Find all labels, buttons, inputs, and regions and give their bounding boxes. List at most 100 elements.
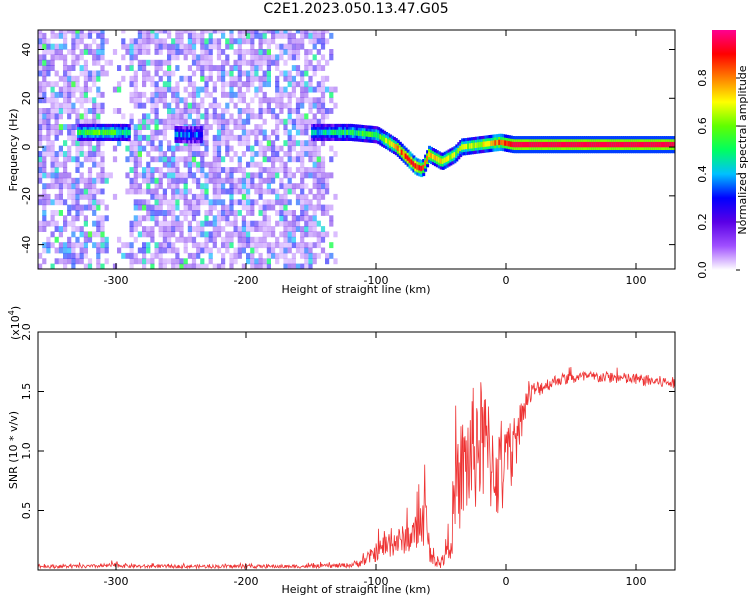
spectrogram-noise-cell — [171, 263, 176, 269]
spectrogram-noise-cell — [258, 102, 263, 109]
spectrogram-noise-cell — [154, 102, 159, 109]
spectrogram-noise-cell — [329, 49, 334, 55]
spectrogram-noise-cell — [295, 242, 301, 249]
spectrogram-noise-cell — [96, 54, 101, 61]
spectrogram-noise-cell — [208, 167, 213, 173]
spectrogram-noise-cell — [291, 124, 296, 130]
spectrogram-noise-cell — [300, 86, 305, 93]
spectrogram-noise-cell — [208, 247, 213, 254]
spectrogram-noise-cell — [254, 172, 259, 179]
spectrogram-noise-cell — [200, 258, 205, 265]
spectrogram-noise-cell — [196, 242, 201, 249]
spectrogram-ridge-cell — [334, 129, 338, 136]
spectrogram-noise-cell — [187, 167, 192, 173]
spectrogram-noise-cell — [200, 183, 205, 190]
spectrogram-noise-cell — [129, 49, 134, 55]
spectrogram-noise-cell — [275, 242, 280, 249]
spectrogram-ridge-cell — [630, 141, 634, 148]
spectrogram-noise-cell — [312, 231, 317, 238]
spectrogram-noise-cell — [125, 252, 130, 259]
spectrogram-noise-cell — [75, 183, 80, 190]
spectrogram-noise-cell — [175, 30, 180, 34]
spectrogram-noise-cell — [196, 252, 201, 259]
spectrogram-noise-cell — [54, 193, 59, 200]
spectrogram-noise-cell — [63, 263, 68, 269]
spectrogram-noise-cell — [312, 215, 317, 222]
spectrogram-noise-cell — [283, 183, 288, 190]
spectrogram-noise-cell — [92, 183, 97, 190]
spectrogram-noise-cell — [258, 43, 263, 50]
spectrogram-noise-cell — [54, 220, 59, 227]
spectrogram-noise-cell — [183, 49, 188, 55]
spectrogram-noise-cell — [87, 43, 93, 50]
spectrogram-noise-cell — [167, 172, 172, 179]
spectrogram-noise-cell — [121, 75, 126, 82]
spectrogram-ridge-cell — [547, 141, 550, 148]
spectrogram-noise-cell — [200, 38, 205, 45]
spectrogram-noise-cell — [191, 215, 197, 222]
spectrogram-noise-cell — [129, 263, 134, 269]
spectrogram-noise-cell — [300, 75, 305, 82]
spectrogram-noise-cell — [63, 177, 68, 184]
spectrogram-noise-cell — [183, 86, 188, 93]
spectrogram-noise-cell — [233, 167, 238, 173]
spectrogram-noise-cell — [262, 54, 267, 61]
spectrogram-noise-cell — [216, 226, 222, 232]
spectrogram-noise-cell — [250, 263, 255, 269]
spectrogram-noise-cell — [200, 43, 205, 50]
spectrogram-noise-cell — [42, 75, 47, 82]
spectrogram-ridge-cell — [529, 141, 533, 148]
spectrogram-noise-cell — [54, 156, 59, 163]
spectrogram-noise-cell — [333, 86, 338, 93]
spectrogram-noise-cell — [150, 38, 155, 45]
spectrogram-noise-cell — [167, 30, 172, 34]
spectrogram-noise-cell — [150, 81, 155, 88]
spectrogram-noise-cell — [312, 220, 317, 227]
spectrogram-noise-cell — [233, 134, 238, 141]
spectrogram-noise-cell — [83, 183, 88, 190]
spectrogram-noise-cell — [87, 118, 93, 125]
spectrogram-noise-cell — [100, 199, 105, 206]
spectrogram-noise-cell — [142, 204, 147, 211]
spectrogram-noise-cell — [229, 65, 234, 71]
spectrogram-noise-cell — [154, 30, 159, 34]
spectrogram-noise-cell — [183, 258, 188, 265]
spectrogram-noise-cell — [58, 102, 63, 109]
spectrogram-noise-cell — [87, 86, 93, 93]
spectrogram-noise-cell — [87, 236, 93, 243]
spectrogram-noise-cell — [75, 188, 80, 195]
spectrogram-noise-cell — [162, 220, 167, 227]
spectrogram-noise-cell — [179, 258, 184, 265]
spectrogram-noise-cell — [137, 124, 142, 130]
spectrogram-noise-cell — [237, 49, 242, 55]
spectrogram-noise-cell — [196, 247, 201, 254]
spectrogram-noise-cell — [142, 124, 147, 130]
spectrogram-noise-cell — [196, 118, 201, 125]
spectrogram-noise-cell — [96, 30, 101, 34]
spectrogram-noise-cell — [300, 226, 305, 232]
spectrogram-noise-cell — [246, 30, 251, 34]
spectrogram-ridge-cell — [416, 164, 420, 170]
spectrogram-noise-cell — [67, 113, 72, 120]
spectrogram-noise-cell — [196, 54, 201, 61]
spectrogram-ridge-cell — [560, 141, 564, 148]
snr-y-ticks: 0.51.01.52.0 — [20, 323, 675, 519]
spectrogram-noise-cell — [129, 38, 134, 45]
spectrogram-noise-cell — [279, 183, 284, 190]
spectrogram-noise-cell — [325, 188, 330, 195]
spectrogram-noise-cell — [38, 193, 43, 200]
spectrogram-noise-cell — [38, 161, 43, 168]
spectrogram-noise-cell — [46, 38, 51, 45]
spectrogram-noise-cell — [221, 252, 226, 259]
spectrogram-noise-cell — [79, 145, 84, 152]
spectrogram-ridge-cell — [428, 151, 431, 158]
spectrogram-noise-cell — [167, 199, 172, 206]
spectrogram-noise-cell — [117, 236, 122, 243]
spectrogram-noise-cell — [204, 49, 209, 55]
spectrogram-noise-cell — [167, 65, 172, 71]
spectrogram-noise-cell — [179, 49, 184, 55]
spectrogram-noise-cell — [216, 183, 222, 190]
spectrogram-noise-cell — [71, 49, 76, 55]
spectrogram-noise-cell — [187, 263, 192, 269]
spectrogram-noise-cell — [150, 75, 155, 82]
